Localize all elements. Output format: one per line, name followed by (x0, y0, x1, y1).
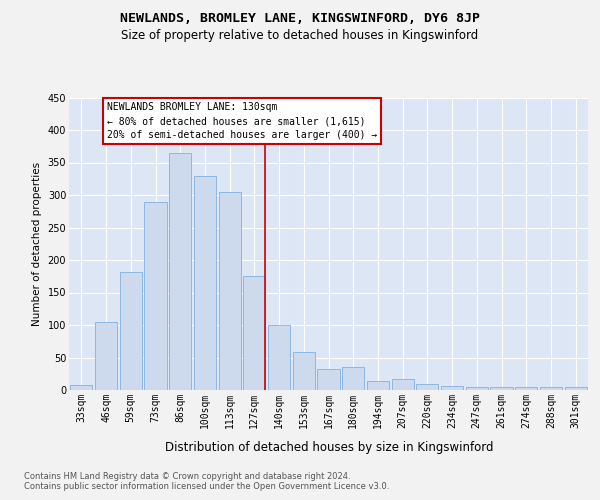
Text: NEWLANDS, BROMLEY LANE, KINGSWINFORD, DY6 8JP: NEWLANDS, BROMLEY LANE, KINGSWINFORD, DY… (120, 12, 480, 26)
Text: Contains public sector information licensed under the Open Government Licence v3: Contains public sector information licen… (24, 482, 389, 491)
Bar (218, 192, 241, 390)
Bar (367, 381, 389, 390)
Bar (441, 386, 463, 390)
Bar (565, 388, 587, 390)
Bar (169, 153, 191, 390)
Bar (243, 276, 265, 390)
Text: Contains HM Land Registry data © Crown copyright and database right 2024.: Contains HM Land Registry data © Crown c… (24, 472, 350, 481)
Text: NEWLANDS BROMLEY LANE: 130sqm
← 80% of detached houses are smaller (1,615)
20% o: NEWLANDS BROMLEY LANE: 130sqm ← 80% of d… (107, 102, 377, 140)
Bar (490, 387, 512, 390)
Bar (466, 387, 488, 390)
Bar (416, 384, 439, 390)
Bar (70, 385, 92, 390)
Bar (515, 388, 538, 390)
Bar (194, 176, 216, 390)
Text: Distribution of detached houses by size in Kingswinford: Distribution of detached houses by size … (164, 441, 493, 454)
Bar (119, 272, 142, 390)
Bar (95, 322, 117, 390)
Bar (317, 369, 340, 390)
Y-axis label: Number of detached properties: Number of detached properties (32, 162, 42, 326)
Text: Size of property relative to detached houses in Kingswinford: Size of property relative to detached ho… (121, 29, 479, 42)
Bar (145, 202, 167, 390)
Bar (540, 388, 562, 390)
Bar (392, 379, 414, 390)
Bar (268, 325, 290, 390)
Bar (293, 352, 315, 390)
Bar (342, 367, 364, 390)
